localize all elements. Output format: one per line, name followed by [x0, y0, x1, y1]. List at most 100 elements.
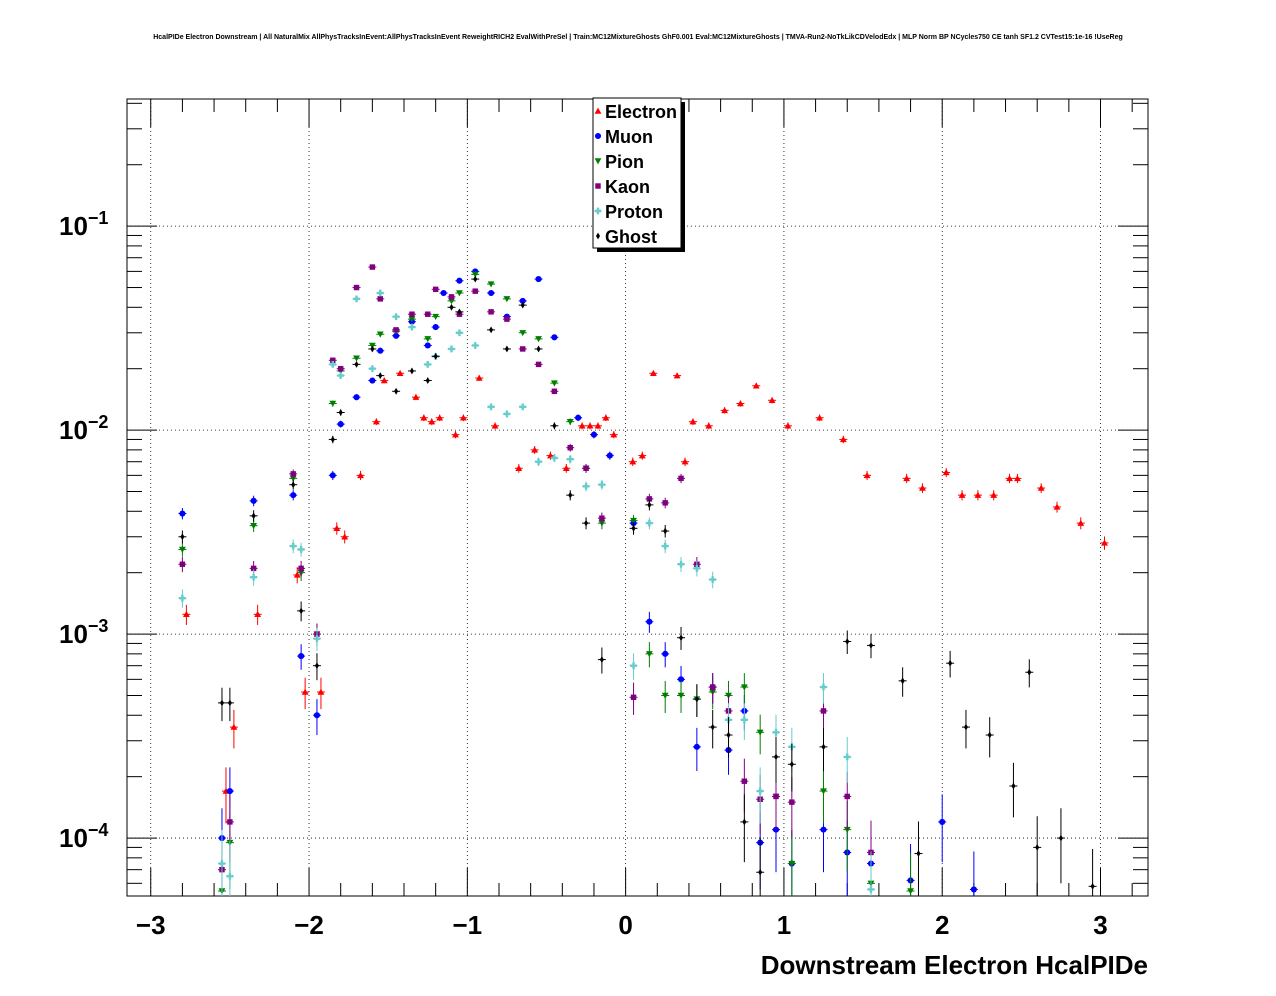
y-tick-label: 10−2: [59, 412, 108, 445]
plot-title: HcalPIDe Electron Downstream | All Natur…: [153, 34, 1123, 41]
data-marker: [473, 275, 478, 283]
data-point: [692, 684, 701, 717]
data-marker: [602, 414, 610, 421]
data-point: [423, 360, 432, 368]
data-point: [1100, 536, 1109, 550]
data-marker: [629, 458, 637, 465]
data-point: [451, 431, 460, 439]
data-point: [819, 673, 828, 704]
data-marker: [394, 387, 399, 395]
data-point: [221, 767, 230, 824]
data-point: [692, 727, 701, 772]
data-point: [419, 414, 428, 422]
data-marker: [428, 418, 436, 425]
data-point: [562, 463, 571, 473]
data-point: [178, 556, 187, 573]
data-marker: [337, 421, 344, 428]
data-marker: [578, 422, 586, 429]
data-marker: [432, 324, 439, 331]
data-point: [380, 377, 389, 384]
data-point: [328, 400, 337, 407]
data-marker: [179, 561, 186, 567]
x-axis-title: Downstream Electron HcalPIDe: [761, 950, 1148, 980]
legend-marker: [595, 183, 601, 189]
data-point: [601, 414, 610, 422]
data-marker: [821, 743, 826, 751]
data-point: [661, 642, 670, 668]
data-marker: [630, 662, 637, 670]
data-marker: [839, 436, 847, 443]
legend-label: Muon: [605, 127, 653, 147]
data-point: [629, 522, 638, 535]
data-marker: [230, 723, 238, 730]
data-marker: [756, 729, 764, 736]
data-marker: [314, 662, 319, 670]
data-point: [815, 414, 824, 422]
data-point: [225, 840, 234, 896]
data-point: [340, 530, 349, 544]
data-point: [597, 480, 606, 490]
data-marker: [566, 418, 574, 426]
data-marker: [293, 571, 301, 578]
data-point: [289, 480, 298, 490]
data-marker: [487, 281, 495, 288]
data-marker: [519, 330, 527, 337]
data-point: [178, 542, 187, 557]
x-tick-labels: −3 −2 −1 0 1 2 3: [136, 910, 1108, 940]
data-marker: [503, 296, 511, 303]
data-point: [253, 604, 262, 625]
data-marker: [535, 458, 542, 466]
series-muon: [178, 268, 978, 896]
data-marker: [341, 533, 349, 540]
data-marker: [820, 788, 827, 795]
data-point: [435, 414, 444, 422]
data-point: [249, 519, 258, 532]
data-point: [914, 821, 923, 896]
data-marker: [298, 565, 304, 572]
data-point: [649, 369, 658, 376]
data-point: [423, 336, 432, 343]
data-point: [582, 481, 591, 492]
data-marker: [290, 471, 296, 477]
data-marker: [678, 475, 684, 482]
data-point: [459, 414, 468, 422]
legend-entry: Electron: [594, 102, 677, 122]
data-marker: [958, 491, 966, 498]
data-point: [938, 794, 947, 863]
data-marker: [409, 367, 414, 375]
data-point: [628, 457, 637, 467]
data-point: [471, 271, 480, 278]
data-marker: [424, 336, 432, 343]
data-point: [447, 345, 456, 353]
data-marker: [392, 313, 400, 321]
data-point: [352, 394, 361, 401]
data-point: [491, 422, 500, 430]
axis-ticks: [127, 99, 1148, 896]
data-marker: [820, 708, 827, 714]
data-point: [787, 829, 796, 896]
data-point: [756, 714, 765, 755]
legend-marker: [594, 207, 602, 215]
data-point: [356, 470, 365, 481]
data-marker: [449, 303, 454, 311]
data-marker: [330, 436, 335, 443]
data-point: [182, 604, 191, 625]
data-point: [376, 347, 385, 354]
data-marker: [456, 329, 463, 337]
data-marker: [599, 656, 604, 663]
data-marker: [816, 414, 823, 421]
data-marker: [393, 332, 400, 339]
data-marker: [353, 284, 360, 291]
data-marker: [250, 573, 258, 581]
data-point: [249, 510, 258, 522]
data-marker: [742, 818, 747, 826]
data-point: [1033, 816, 1042, 896]
data-point: [677, 556, 686, 573]
data-point: [645, 611, 654, 633]
data-point: [582, 463, 591, 473]
data-marker: [562, 464, 570, 471]
data-marker: [353, 394, 360, 401]
data-marker: [370, 345, 375, 353]
data-point: [969, 851, 978, 896]
data-marker: [900, 677, 905, 685]
